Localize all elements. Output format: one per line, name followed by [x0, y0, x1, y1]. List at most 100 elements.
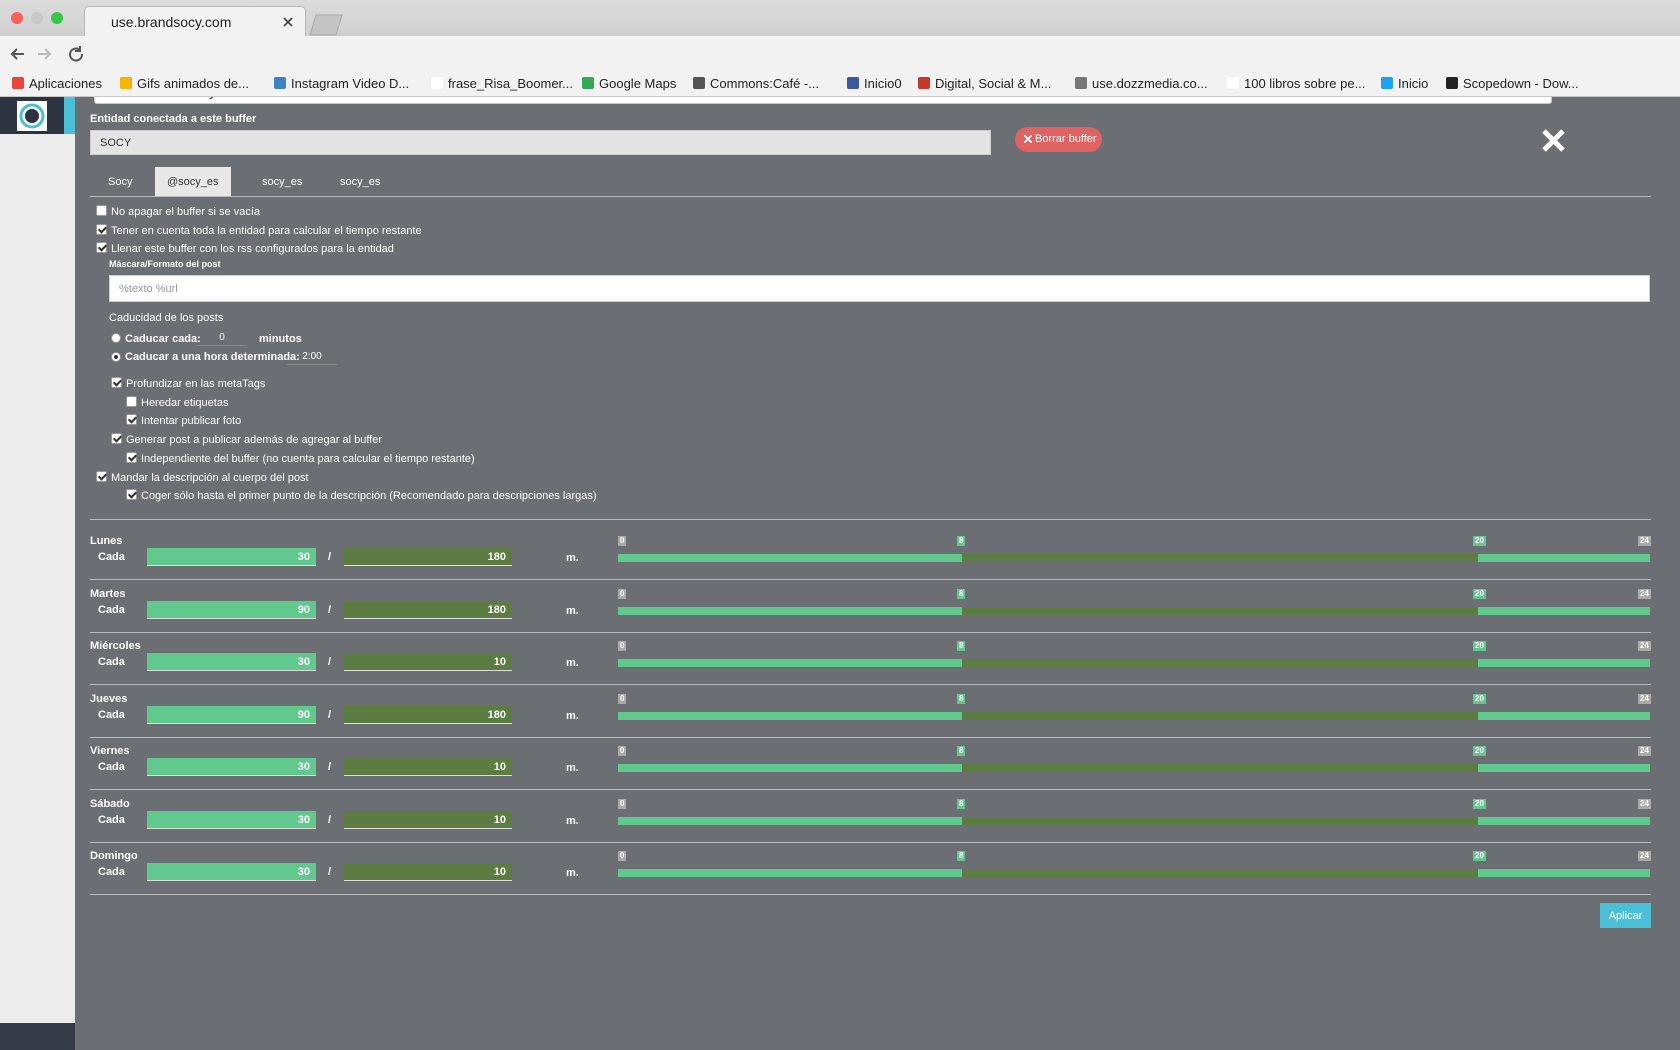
- slider-segment[interactable]: [618, 816, 962, 825]
- bookmark[interactable]: Aplicaciones: [12, 76, 102, 91]
- total-input[interactable]: 180: [344, 705, 512, 724]
- checkbox[interactable]: [96, 205, 107, 216]
- profile-tab[interactable]: socy_es: [262, 176, 303, 188]
- new-tab[interactable]: [308, 14, 344, 36]
- delete-button[interactable]: Borrar buffer: [1015, 127, 1102, 152]
- slider-handle-label[interactable]: 8: [957, 641, 966, 651]
- interval-input[interactable]: 30: [147, 548, 316, 566]
- mask-input[interactable]: %texto %url: [109, 275, 1650, 302]
- slider-segment[interactable]: [618, 764, 962, 772]
- slider-segment[interactable]: [1478, 764, 1650, 772]
- bookmark[interactable]: use.dozzmedia.co...: [1075, 76, 1208, 91]
- slider-handle-label[interactable]: 20: [1473, 536, 1486, 546]
- bookmark[interactable]: Inicio: [1381, 76, 1428, 91]
- checkbox[interactable]: [111, 433, 122, 445]
- checkbox[interactable]: [126, 395, 137, 407]
- checkbox[interactable]: [126, 414, 137, 426]
- slider-segment[interactable]: [962, 606, 1478, 615]
- slider-handle-label[interactable]: 20: [1473, 746, 1486, 756]
- total-input[interactable]: 10: [344, 758, 512, 776]
- interval-input[interactable]: 30: [147, 758, 316, 776]
- interval-input[interactable]: 30: [147, 653, 316, 671]
- checkbox[interactable]: [96, 242, 107, 253]
- profile-tab[interactable]: socy_es: [340, 176, 381, 188]
- logo[interactable]: [0, 97, 64, 134]
- divider: [90, 789, 1651, 790]
- checkbox-label: Coger sólo hasta el primer punto de la d…: [141, 490, 597, 503]
- expiry-every-input[interactable]: 0: [197, 332, 247, 346]
- checkbox[interactable]: [111, 377, 122, 388]
- slider-segment[interactable]: [618, 711, 962, 720]
- slider-handle-label[interactable]: 20: [1473, 588, 1486, 599]
- bookmark-label: Aplicaciones: [29, 76, 102, 91]
- total-input[interactable]: 180: [344, 548, 512, 566]
- profile-tab[interactable]: Socy: [108, 176, 133, 188]
- interval-input[interactable]: 90: [147, 600, 316, 619]
- slider-handle-label: 0: [618, 536, 627, 546]
- slider-handle-label: 0: [618, 798, 627, 809]
- bookmark[interactable]: Inicio0: [847, 76, 902, 91]
- interval-input[interactable]: 30: [147, 810, 316, 829]
- slider-segment[interactable]: [962, 816, 1478, 825]
- nav-buttons[interactable]: [8, 44, 88, 64]
- profile-tab[interactable]: @socy_es: [155, 167, 231, 196]
- slider-handle-label[interactable]: 8: [957, 588, 966, 599]
- slider-handle-label[interactable]: 20: [1473, 851, 1486, 861]
- slider-segment[interactable]: [962, 869, 1478, 877]
- slider-handle-label[interactable]: 8: [957, 693, 966, 704]
- interval-input[interactable]: 30: [147, 863, 316, 881]
- browser-tab[interactable]: use.brandsocy.com: [84, 6, 306, 36]
- slider-handle-label[interactable]: 8: [957, 746, 966, 756]
- total-input[interactable]: 10: [344, 810, 512, 829]
- slider-segment[interactable]: [1478, 816, 1650, 825]
- checkbox[interactable]: [126, 489, 137, 501]
- entity-input[interactable]: SOCY: [90, 130, 991, 155]
- slider-segment[interactable]: [1478, 711, 1650, 720]
- checkbox-label: Mandar la descripción al cuerpo del post: [111, 471, 309, 484]
- slider-handle-label[interactable]: 8: [957, 536, 966, 546]
- checkbox[interactable]: [96, 470, 107, 482]
- slider-handle-label[interactable]: 8: [957, 851, 966, 861]
- slider-segment[interactable]: [962, 659, 1478, 667]
- slider-segment[interactable]: [962, 764, 1478, 772]
- bookmark[interactable]: Scopedown - Dow...: [1446, 76, 1579, 91]
- slider-segment[interactable]: [1478, 659, 1650, 667]
- bookmark[interactable]: Commons:Café -...: [693, 76, 819, 91]
- slider-segment[interactable]: [1478, 554, 1650, 562]
- slider-segment[interactable]: [1478, 606, 1650, 615]
- close-button[interactable]: [1541, 128, 1566, 153]
- slider-segment[interactable]: [618, 606, 962, 615]
- checkbox[interactable]: [96, 223, 107, 235]
- expiry-at-input[interactable]: 2:00: [286, 351, 338, 365]
- slider-handle-label: 0: [618, 693, 627, 704]
- slider-handle-label[interactable]: 20: [1473, 693, 1486, 704]
- tab-close[interactable]: [283, 17, 293, 27]
- slider-segment[interactable]: [618, 869, 962, 877]
- radio-every[interactable]: [111, 333, 121, 343]
- bookmark[interactable]: frase_Risa_Boomer...: [431, 76, 573, 91]
- total-input[interactable]: 10: [344, 653, 512, 671]
- bookmark[interactable]: Digital, Social & M...: [918, 76, 1051, 91]
- slider-segment[interactable]: [962, 554, 1478, 562]
- radio-at[interactable]: [111, 352, 121, 362]
- checkbox-label: No apagar el buffer si se vacía: [111, 206, 260, 218]
- slider-segment[interactable]: [1478, 869, 1650, 877]
- slider-segment[interactable]: [618, 659, 962, 667]
- unit-label: m.: [566, 552, 579, 564]
- bookmark[interactable]: Instagram Video D...: [274, 76, 409, 91]
- slider-segment[interactable]: [618, 554, 962, 562]
- slider-handle-label[interactable]: 20: [1473, 641, 1486, 651]
- checkbox[interactable]: [126, 451, 137, 463]
- bookmark[interactable]: Google Maps: [582, 76, 676, 91]
- bookmark[interactable]: 100 libros sobre pe...: [1227, 76, 1365, 91]
- slider-handle-label[interactable]: 8: [957, 798, 966, 809]
- slider-handle-label[interactable]: 20: [1473, 798, 1486, 809]
- window-controls[interactable]: [10, 11, 66, 25]
- slider-segment[interactable]: [962, 711, 1478, 720]
- bookmark[interactable]: Gifs animados de...: [120, 76, 249, 91]
- total-input[interactable]: 180: [344, 600, 512, 619]
- interval-input[interactable]: 90: [147, 705, 316, 724]
- checkbox-label: Profundizar en las metaTags: [126, 378, 266, 390]
- total-input[interactable]: 10: [344, 863, 512, 881]
- apply-button[interactable]: Aplicar: [1600, 903, 1651, 928]
